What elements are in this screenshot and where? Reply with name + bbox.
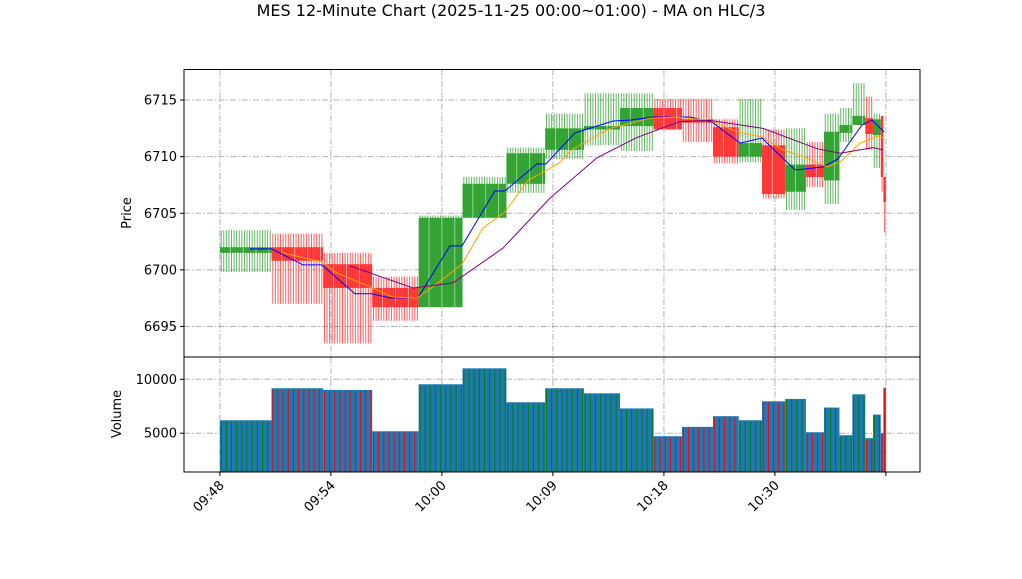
chart-title: MES 12-Minute Chart (2025-11-25 00:00~01… [257,1,766,20]
price-tick-label: 6705 [144,207,177,222]
volume-bar [583,393,621,472]
candle-body [823,131,840,181]
moving-average-lines [249,116,885,299]
volume-bar [323,389,373,472]
volume-bar [545,388,584,472]
volume-bar [653,436,682,472]
ma-line-ma-fast [249,116,885,299]
price-tick-label: 6700 [144,263,177,278]
volume-bar [785,398,806,472]
volume-bars [219,368,886,472]
ma-line-ma-mid [282,116,884,299]
price-tick-label: 6695 [144,320,177,335]
candle-body [271,247,324,261]
volume-axis: 5000 10000 [136,373,184,442]
volume-bar [506,402,546,472]
volume-bar [823,407,840,472]
volume-axis-label: Volume [110,390,125,438]
volume-bar [219,420,272,472]
volume-bar [873,414,881,472]
candles [219,83,886,344]
volume-panel-frame [183,356,921,473]
ma-line-ma-slow [349,119,884,289]
volume-bar [805,432,824,472]
volume-tick-label: 10000 [136,373,177,388]
volume-bar [372,431,419,472]
candle-body [219,247,272,253]
price-axis: 6695 6700 6705 6710 6715 [144,94,184,335]
volume-bar [865,438,874,472]
volume-tick-label: 5000 [144,427,177,442]
candle-body [583,126,621,130]
price-axis-label: Price [120,197,135,229]
volume-bar [271,388,324,472]
price-tick-label: 6710 [144,150,177,165]
volume-bar [681,426,713,472]
price-tick-label: 6715 [144,94,177,109]
